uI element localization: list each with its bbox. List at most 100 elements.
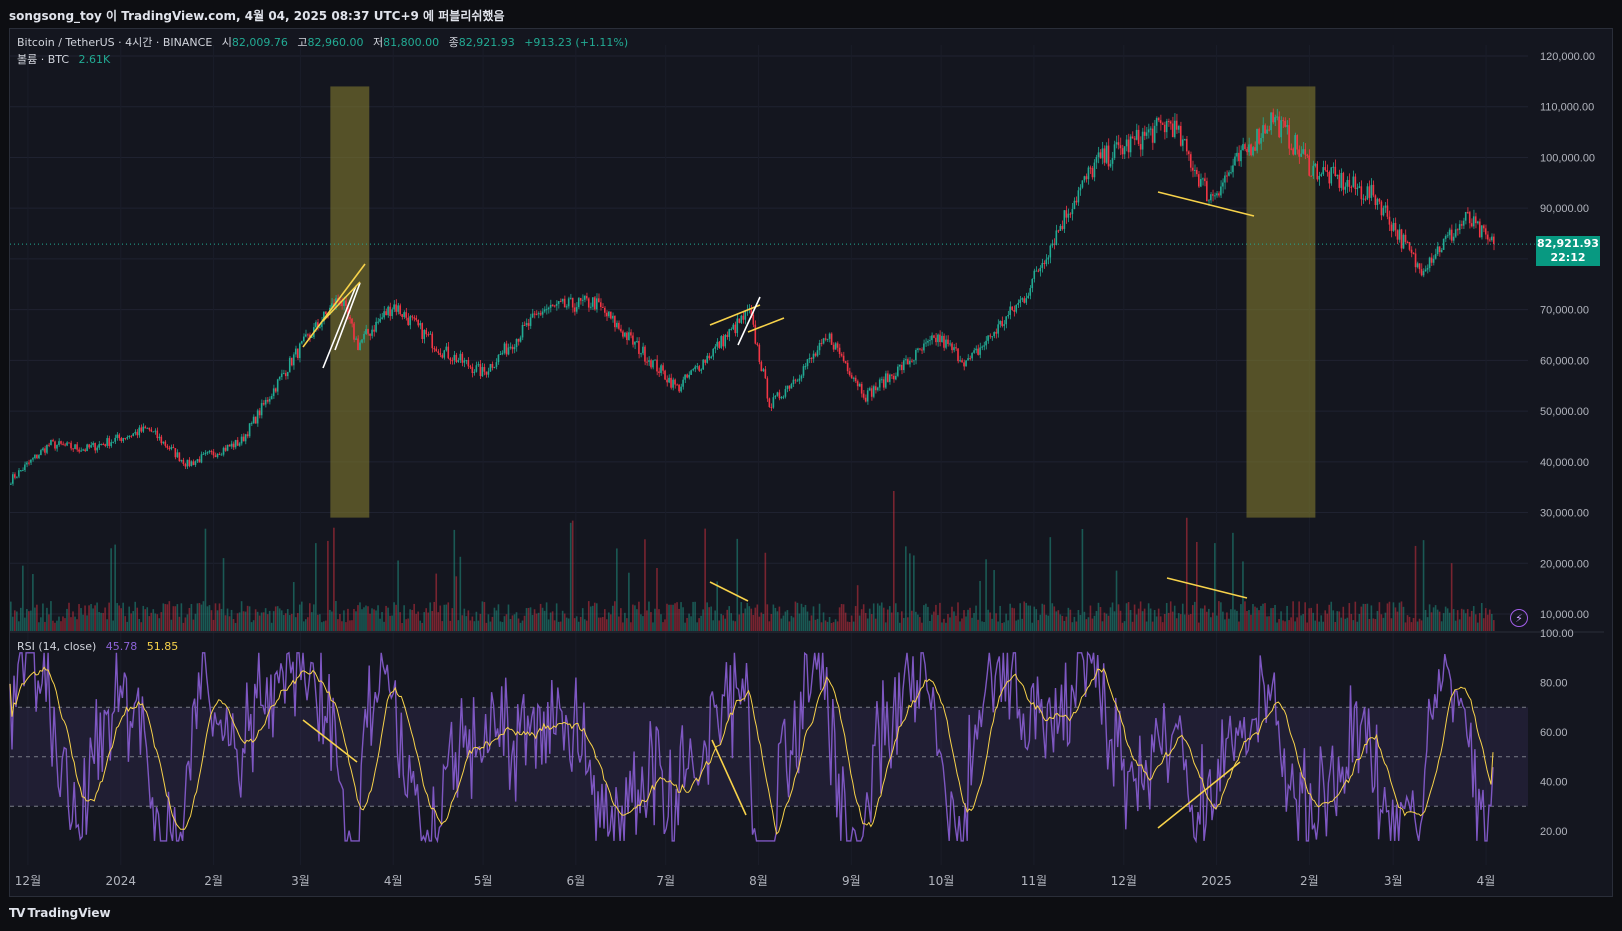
candle-body <box>523 324 526 326</box>
rsi-label[interactable]: RSI (14, close) <box>17 640 97 653</box>
volume-bar <box>961 618 963 631</box>
trend-line <box>1157 191 1255 217</box>
volume-bar <box>142 605 145 631</box>
volume-bar <box>533 609 536 631</box>
candle-body <box>421 323 423 340</box>
volume-bar <box>941 622 943 631</box>
candle-body <box>860 383 863 394</box>
volume-bar <box>1422 540 1425 631</box>
candle-body <box>503 343 506 353</box>
candle-body <box>102 444 104 446</box>
time-tick-label: 2025 <box>1201 874 1232 888</box>
candle-body <box>1175 120 1178 130</box>
volume-bar <box>648 601 650 631</box>
rsi-line <box>9 650 1494 844</box>
candle-body <box>54 441 56 449</box>
volume-label[interactable]: 볼륨 · BTC <box>17 53 70 66</box>
candle-body <box>1360 186 1363 200</box>
volume-bar <box>828 616 831 631</box>
candle-body <box>1332 166 1335 168</box>
candle-body <box>90 445 92 448</box>
candle-body <box>431 333 434 349</box>
candle-body <box>585 295 588 299</box>
volume-bar <box>798 613 801 631</box>
candle-body <box>1462 220 1465 226</box>
volume-bar <box>830 622 833 631</box>
candle-body <box>278 376 281 380</box>
candle-body <box>997 324 999 334</box>
tradingview-logo-icon[interactable]: TV TradingView <box>9 906 111 920</box>
volume-bar <box>70 617 72 631</box>
volume-bar <box>1169 601 1172 631</box>
volume-bar <box>381 612 383 631</box>
candle-body <box>979 347 981 355</box>
open-label: 시 <box>221 36 232 49</box>
volume-bar <box>186 614 189 631</box>
candle-body <box>1135 129 1138 140</box>
volume-bar <box>913 555 915 631</box>
volume-bar <box>612 605 614 631</box>
volume-bar <box>668 604 670 631</box>
volume-bar <box>296 613 299 631</box>
volume-bar <box>539 603 542 631</box>
candle-body <box>662 365 664 371</box>
candle-body <box>573 307 576 312</box>
volume-bar <box>1394 607 1397 631</box>
volume-bar <box>56 620 58 631</box>
candle-body <box>1294 135 1296 155</box>
volume-bar <box>1051 603 1054 631</box>
volume-bar <box>1218 601 1220 631</box>
volume-bar <box>1416 621 1419 631</box>
time-tick-label: 2월 <box>1300 874 1319 888</box>
candle-body <box>1107 145 1110 167</box>
candle-body <box>272 388 275 396</box>
candle-body <box>1129 136 1132 153</box>
chart-canvas[interactable]: 10,000.0020,000.0030,000.0040,000.0050,0… <box>0 0 1622 897</box>
volume-bar <box>1173 605 1176 631</box>
volume-bar <box>489 621 492 631</box>
candle-body <box>999 320 1001 325</box>
volume-bar <box>1492 620 1495 631</box>
candle-body <box>618 322 620 329</box>
candle-body <box>1476 221 1479 224</box>
candle-body <box>1228 172 1230 176</box>
candle-body <box>1111 158 1114 164</box>
candle-body <box>1218 193 1220 196</box>
candle-body <box>485 371 488 375</box>
volume-bar <box>140 622 143 631</box>
volume-bar <box>349 620 351 631</box>
volume-bar <box>1179 614 1182 631</box>
chart-frame[interactable] <box>9 28 1613 897</box>
candle-body <box>1085 176 1088 180</box>
candle-body <box>1163 124 1166 133</box>
candle-body <box>1264 125 1266 134</box>
volume-bar <box>788 621 791 631</box>
candle-body <box>206 452 209 454</box>
volume-bar <box>1069 609 1072 631</box>
volume-bar <box>1256 607 1258 631</box>
volume-bar <box>870 614 873 631</box>
candle-body <box>760 361 763 372</box>
symbol-label[interactable]: Bitcoin / TetherUS · 4시간 · BINANCE <box>17 36 213 49</box>
volume-bar <box>682 607 684 631</box>
lightning-bolt-icon[interactable]: ⚡ <box>1510 609 1528 627</box>
candle-body <box>176 452 179 458</box>
volume-bar <box>1396 611 1399 631</box>
candle-body <box>26 462 28 465</box>
volume-legend: 볼륨 · BTC 2.61K <box>17 51 110 67</box>
candle-body <box>489 364 492 372</box>
candle-body <box>716 341 718 347</box>
volume-bar <box>495 610 498 631</box>
candle-body <box>1216 193 1218 196</box>
candle-body <box>274 388 277 392</box>
volume-bar <box>774 607 777 631</box>
volume-bar <box>385 605 387 631</box>
volume-bar <box>714 610 716 631</box>
candle-body <box>230 443 233 447</box>
volume-bar <box>792 617 795 631</box>
candle-body <box>331 303 333 308</box>
volume-bar <box>10 601 12 631</box>
close-value: 82,921.93 <box>458 36 515 49</box>
candle-body <box>260 403 263 416</box>
candle-body <box>571 297 574 308</box>
